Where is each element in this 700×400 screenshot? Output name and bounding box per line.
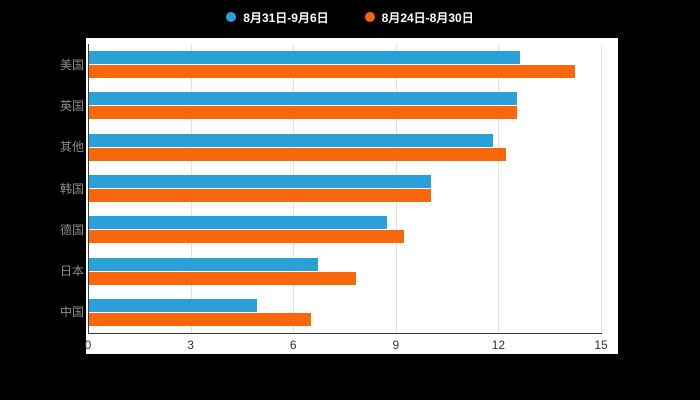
x-axis-line [88, 333, 602, 334]
bar-blue-1 [89, 92, 517, 106]
bar-blue-3 [89, 175, 431, 188]
category-label-3: 韩国 [59, 181, 84, 196]
bar-orange-6 [89, 312, 312, 326]
legend-dot-orange-icon [364, 12, 375, 22]
bar-blue-0 [89, 51, 520, 65]
gridline-3 [190, 44, 192, 333]
bar-orange-2 [89, 147, 507, 161]
legend-label-week2: 8月31日-9月6日 [243, 10, 329, 25]
bar-blue-5 [89, 257, 319, 271]
bar-orange-4 [89, 230, 404, 244]
x-tick-label-9: 9 [392, 338, 400, 352]
bar-blue-4 [89, 216, 387, 230]
x-tick-label-12: 12 [491, 338, 506, 352]
legend-item-week2[interactable]: 8月31日-9月6日 [226, 9, 329, 26]
bar-orange-0 [89, 65, 575, 79]
gridline-9 [395, 44, 397, 333]
category-label-2: 其他 [59, 140, 84, 155]
gridline-12 [498, 44, 500, 333]
legend-item-week1[interactable]: 8月24日-8月30日 [364, 9, 474, 26]
category-label-0: 美国 [59, 57, 84, 72]
x-tick-label-0: 0 [84, 338, 92, 352]
category-label-6: 中国 [59, 305, 84, 320]
bar-blue-2 [89, 133, 493, 147]
y-axis-line [88, 44, 89, 333]
chart-legend: 8月31日-9月6日 8月24日-8月30日 [0, 4, 700, 30]
bar-orange-1 [89, 106, 517, 120]
category-label-1: 英国 [59, 98, 84, 113]
legend-dot-blue-icon [226, 12, 237, 22]
x-tick-label-15: 15 [594, 338, 608, 352]
bar-orange-3 [89, 189, 431, 202]
category-label-5: 日本 [59, 264, 84, 279]
x-tick-label-3: 3 [187, 338, 194, 352]
bar-blue-6 [89, 298, 257, 312]
x-tick-label-6: 6 [289, 338, 297, 352]
legend-label-week1: 8月24日-8月30日 [381, 10, 474, 25]
gridline-15 [601, 44, 602, 333]
gridline-6 [293, 44, 295, 333]
bar-orange-5 [89, 271, 356, 285]
category-label-4: 德国 [59, 222, 84, 237]
